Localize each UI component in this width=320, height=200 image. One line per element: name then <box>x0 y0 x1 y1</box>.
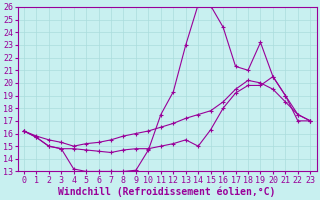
X-axis label: Windchill (Refroidissement éolien,°C): Windchill (Refroidissement éolien,°C) <box>58 186 276 197</box>
